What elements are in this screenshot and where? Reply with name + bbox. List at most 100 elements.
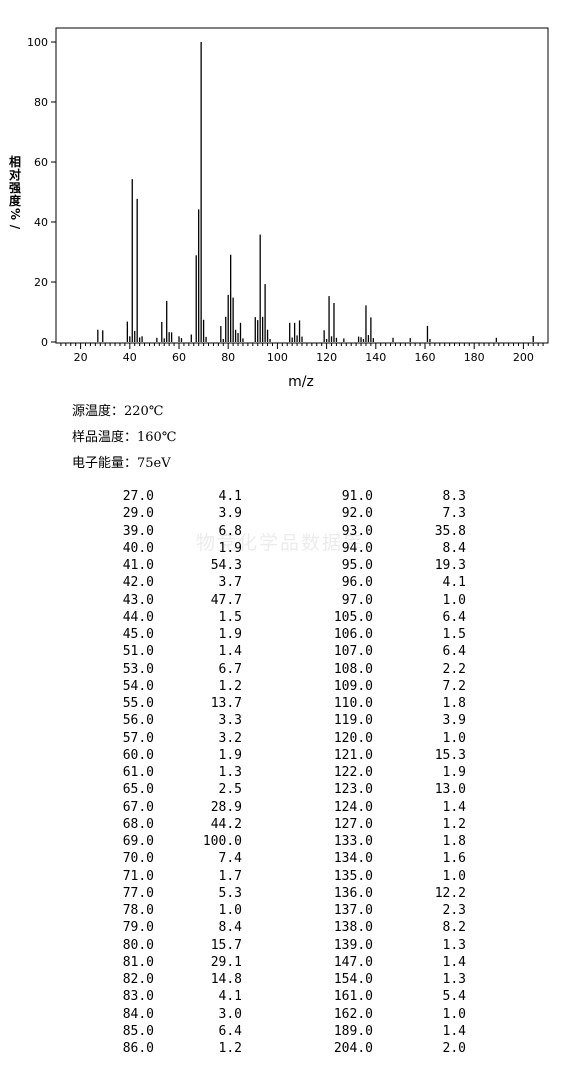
intensity-left-cell: 100.0 [202, 834, 242, 849]
y-label-char: 强 [9, 181, 21, 195]
mz-right-cell: 133.0 [333, 834, 373, 849]
mz-left-cell: 57.0 [122, 730, 154, 746]
table-row: 68.0 44.2 127.0 1.2 [110, 816, 466, 833]
table-row: 61.0 1.3 122.0 1.9 [110, 764, 466, 781]
mz-right-cell: 134.0 [333, 851, 373, 867]
table-row: 77.0 5.3 136.0 12.2 [110, 885, 466, 902]
intensity-left-cell: 1.3 [218, 765, 242, 780]
intensity-left-cell: 1.9 [218, 627, 242, 642]
mz-right-cell: 105.0 [333, 609, 373, 625]
mz-right-cell: 135.0 [333, 868, 373, 884]
intensity-right-cell: 1.9 [442, 765, 466, 780]
intensity-right-cell: 8.3 [442, 489, 466, 504]
table-row: 42.0 3.7 96.0 4.1 [110, 574, 466, 591]
table-row: 78.0 1.0 137.0 2.3 [110, 902, 466, 919]
intensity-right-cell: 1.0 [442, 592, 466, 608]
table-row: 82.0 14.8 154.0 1.3 [110, 971, 466, 988]
mz-left-cell: 81.0 [122, 954, 154, 970]
intensity-left-cell: 1.0 [218, 903, 242, 918]
table-row: 60.0 1.9 121.0 15.3 [110, 747, 466, 764]
mz-left-cell: 39.0 [122, 523, 154, 539]
intensity-right-cell: 8.4 [442, 540, 466, 556]
intensity-left-cell: 44.2 [210, 816, 242, 832]
table-row: 51.0 1.4 107.0 6.4 [110, 643, 466, 660]
table-row: 57.0 3.2 120.0 1.0 [110, 730, 466, 747]
table-row: 83.0 4.1 161.0 5.4 [110, 988, 466, 1005]
mz-right-cell: 108.0 [333, 661, 373, 677]
table-row: 70.0 7.4 134.0 1.6 [110, 850, 466, 867]
table-row: 85.0 6.4 189.0 1.4 [110, 1023, 466, 1040]
intensity-right-cell: 1.8 [442, 696, 466, 711]
mz-left-cell: 70.0 [122, 851, 154, 867]
intensity-right-cell: 1.0 [442, 868, 466, 884]
table-row: 39.0 6.8 93.0 35.8 [110, 523, 466, 540]
mz-left-cell: 44.0 [122, 609, 154, 625]
x-tick-label: 180 [464, 351, 485, 364]
intensity-right-cell: 2.2 [442, 661, 466, 677]
mz-right-cell: 119.0 [333, 713, 373, 729]
y-tick-label: 100 [27, 36, 48, 49]
intensity-left-cell: 6.7 [218, 661, 242, 677]
mz-right-cell: 93.0 [341, 523, 373, 539]
mz-left-cell: 78.0 [122, 903, 154, 918]
intensity-left-cell: 3.2 [218, 730, 242, 746]
intensity-left-cell: 3.9 [218, 506, 242, 522]
mz-right-cell: 106.0 [333, 627, 373, 642]
mz-right-cell: 138.0 [333, 920, 373, 936]
intensity-right-cell: 5.4 [442, 989, 466, 1005]
plot-frame [55, 27, 549, 344]
mz-right-cell: 95.0 [341, 558, 373, 573]
mz-right-cell: 91.0 [341, 489, 373, 504]
intensity-right-cell: 4.1 [442, 575, 466, 591]
x-tick-label: 160 [415, 351, 436, 364]
intensity-left-cell: 28.9 [210, 799, 242, 815]
mz-right-cell: 122.0 [333, 765, 373, 780]
mz-left-cell: 80.0 [122, 937, 154, 953]
mz-left-cell: 43.0 [122, 592, 154, 608]
mz-left-cell: 54.0 [122, 678, 154, 694]
intensity-right-cell: 3.9 [442, 713, 466, 729]
table-row: 43.0 47.7 97.0 1.0 [110, 592, 466, 609]
intensity-left-cell: 4.1 [218, 489, 242, 504]
table-row: 71.0 1.7 135.0 1.0 [110, 868, 466, 885]
intensity-left-cell: 5.3 [218, 885, 242, 901]
intensity-left-cell: 3.0 [218, 1006, 242, 1022]
source-temperature: 源温度：220℃ [72, 404, 164, 419]
mz-left-cell: 79.0 [122, 920, 154, 936]
intensity-right-cell: 2.3 [442, 903, 466, 918]
mz-left-cell: 27.0 [122, 489, 154, 504]
mz-left-cell: 69.0 [122, 834, 154, 849]
table-row: 40.0 1.9 94.0 8.4 [110, 540, 466, 557]
table-row: 27.0 4.1 91.0 8.3 [110, 488, 466, 505]
intensity-right-cell: 2.0 [442, 1041, 466, 1056]
intensity-right-cell: 1.3 [442, 972, 466, 987]
intensity-right-cell: 12.2 [434, 885, 466, 901]
mz-left-cell: 86.0 [122, 1041, 154, 1056]
y-label-char: 度 [9, 193, 22, 208]
intensity-right-cell: 1.5 [442, 627, 466, 642]
mz-left-cell: 68.0 [122, 816, 154, 832]
table-row: 86.0 1.2 204.0 2.0 [110, 1040, 466, 1057]
mz-left-cell: 77.0 [122, 885, 154, 901]
mz-right-cell: 121.0 [333, 747, 373, 763]
mz-left-cell: 40.0 [122, 540, 154, 556]
mz-left-cell: 67.0 [122, 799, 154, 815]
intensity-left-cell: 15.7 [210, 937, 242, 953]
intensity-left-cell: 14.8 [210, 972, 242, 987]
mz-right-cell: 139.0 [333, 937, 373, 953]
y-label-char: % [8, 208, 22, 220]
mz-right-cell: 137.0 [333, 903, 373, 918]
intensity-right-cell: 6.4 [442, 644, 466, 660]
intensity-right-cell: 1.6 [442, 851, 466, 867]
table-row: 41.0 54.3 95.0 19.3 [110, 557, 466, 574]
y-axis: 0 20 40 60 80 100 [27, 36, 56, 349]
intensity-left-cell: 4.1 [218, 989, 242, 1005]
intensity-right-cell: 13.0 [434, 782, 466, 798]
x-tick-label: 20 [74, 351, 88, 364]
mz-right-cell: 92.0 [341, 506, 373, 522]
mz-right-cell: 107.0 [333, 644, 373, 660]
intensity-left-cell: 1.7 [218, 868, 242, 884]
intensity-right-cell: 1.4 [442, 799, 466, 815]
x-tick-label: 100 [267, 351, 288, 364]
y-label-char: 对 [9, 167, 21, 182]
